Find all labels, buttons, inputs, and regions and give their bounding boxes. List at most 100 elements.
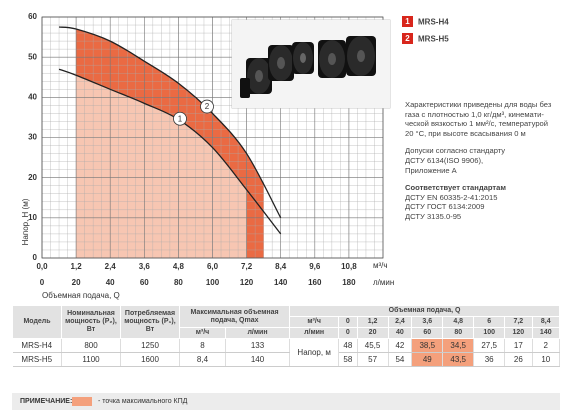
x-tick-label: 2,4 <box>105 262 117 271</box>
table-cell: 58 <box>338 352 358 367</box>
curve-marker-label: 2 <box>205 102 210 111</box>
table-cell: 38,5 <box>411 338 444 353</box>
table-cell: 0 <box>338 327 358 339</box>
table-cell: 49 <box>411 352 444 367</box>
table-cell: 27,5 <box>473 338 506 353</box>
table-cell: 1250 <box>120 338 180 353</box>
note-line: ДСТУ 6134(ISO 9906), <box>405 155 484 165</box>
x2-tick-label: 20 <box>72 278 81 287</box>
table-cell: 8,4 <box>531 316 561 328</box>
table-cell: 0 <box>338 316 358 328</box>
curve-marker <box>173 111 187 126</box>
table-cell: 60 <box>411 327 444 339</box>
table-row: Модель Номинальная мощность (P₂), Вт Потре… <box>12 305 560 339</box>
table: Модель Номинальная мощность (P₂), Вт Потре… <box>12 305 561 367</box>
x-unit: м³/ч <box>373 261 388 270</box>
notes: Характеристики приведены для воды без газ… <box>405 100 565 222</box>
footnote: ПРИМЕЧАНИЕ: - точка максимального КПД <box>12 393 560 410</box>
table-cell: 133 <box>225 338 291 353</box>
table-cell: 20 <box>356 327 389 339</box>
table-cell: Объемная подача, Q <box>289 305 560 317</box>
y-tick-label: 30 <box>28 133 37 142</box>
note-line: ДСТУ 3135.0-95 <box>405 211 462 221</box>
x2-tick-label: 0 <box>40 278 45 287</box>
note-title: Соответствует стандартам <box>405 183 506 193</box>
table-cell: 57 <box>357 352 389 367</box>
x2-tick-label: 140 <box>274 278 288 287</box>
table-cell: Максимальная объемная подача, Qmax <box>178 305 291 328</box>
curve-marker-label: 1 <box>178 114 183 123</box>
table-cell: 42 <box>388 338 413 353</box>
x2-tick-label: 180 <box>342 278 356 287</box>
plot-border <box>41 16 384 259</box>
note-line: 20 °C, при высоте всасывания 0 м <box>405 128 526 138</box>
table-cell: 140 <box>225 352 291 367</box>
table-cell: 34,5 <box>442 338 475 353</box>
legend-number: 1 <box>405 17 410 26</box>
table-cell: 6 <box>473 316 506 328</box>
legend-number: 2 <box>405 34 410 43</box>
table-row: м³/ч л/мин л/мин 0 20 40 60 80 100 120 140 <box>13 327 561 339</box>
table-cell: л/мин <box>224 327 291 339</box>
table-cell: м³/ч <box>179 327 226 339</box>
table-cell: 26 <box>504 352 533 367</box>
table-cell: 1100 <box>61 352 121 367</box>
x2-tick-label: 120 <box>240 278 254 287</box>
table-cell: 100 <box>473 327 506 339</box>
y-tick-label: 50 <box>28 52 37 61</box>
table-cell: 1600 <box>120 352 180 367</box>
x-tick-label: 10,8 <box>341 262 357 271</box>
gap <box>405 138 565 146</box>
table-row: MRS-H5 1100 1600 8,4 140 58 57 54 49 43,5 36 26 10 <box>12 352 561 367</box>
table-cell: 4,8 <box>442 316 475 328</box>
table-cell: 7,2 <box>504 316 533 328</box>
footnote-text: - точка максимального КПД <box>98 398 188 405</box>
x2-tick-label: 80 <box>174 278 183 287</box>
table-cell: 800 <box>61 338 121 353</box>
footnote-swatch <box>72 397 92 406</box>
x-tick-label: 9,6 <box>309 262 321 271</box>
table-cell: MRS-H4 <box>12 338 62 353</box>
x-tick-label: 7,2 <box>241 262 253 271</box>
table-cell: 43,5 <box>442 352 475 367</box>
y-label: Напор, H (м) <box>21 198 30 245</box>
curve <box>58 26 282 219</box>
table-row: MRS-H4 800 1250 8 133 Напор, м 48 45,5 42 38,5 34,… <box>12 338 561 367</box>
table-cell: м³/ч <box>289 316 340 328</box>
y-tick-label: 20 <box>28 173 37 182</box>
table-cell: 1,2 <box>356 316 389 328</box>
x-tick-label: 6,0 <box>207 262 219 271</box>
table-cell: Номинальная мощность (P₂), Вт <box>61 305 121 339</box>
table-cell: 10 <box>532 352 561 367</box>
table-cell: MRS-H5 <box>12 352 62 367</box>
table-cell: 140 <box>531 327 561 339</box>
x-tick-label: 8,4 <box>275 262 287 271</box>
table-cell: 8 <box>179 338 226 353</box>
table-cell: 2 <box>532 338 561 353</box>
note-line: ческой вязкостью 1 мм²/с, температурой <box>405 119 549 129</box>
note-line: Характеристики приведены для воды без <box>405 100 552 109</box>
table-cell: 8,4 <box>179 352 226 367</box>
x2-tick-label: 160 <box>308 278 322 287</box>
curve <box>58 68 282 235</box>
x2-tick-label: 40 <box>106 278 115 287</box>
table-cell: Потребляемая мощность (P₁), Вт <box>120 305 180 339</box>
curve-marker <box>200 99 214 114</box>
pump-photo <box>231 19 391 109</box>
table-cell: 2,4 <box>387 316 413 328</box>
note-line: ДСТУ ГОСТ 6134:2009 <box>405 202 485 212</box>
table-cell: Напор, м <box>289 338 340 367</box>
table-cell: л/мин <box>289 327 340 339</box>
gap <box>405 175 565 183</box>
note-line: Приложение А <box>405 165 457 175</box>
x-tick-label: 3,6 <box>139 262 151 271</box>
x-tick-label: 4,8 <box>173 262 185 271</box>
table-cell: 40 <box>387 327 413 339</box>
table-cell: Модель <box>12 305 62 339</box>
y-tick-label: 0 <box>33 253 38 262</box>
x2-tick-label: 60 <box>140 278 149 287</box>
table-cell: 54 <box>388 352 413 367</box>
legend-swatch <box>402 16 413 27</box>
table-cell: 120 <box>504 327 533 339</box>
